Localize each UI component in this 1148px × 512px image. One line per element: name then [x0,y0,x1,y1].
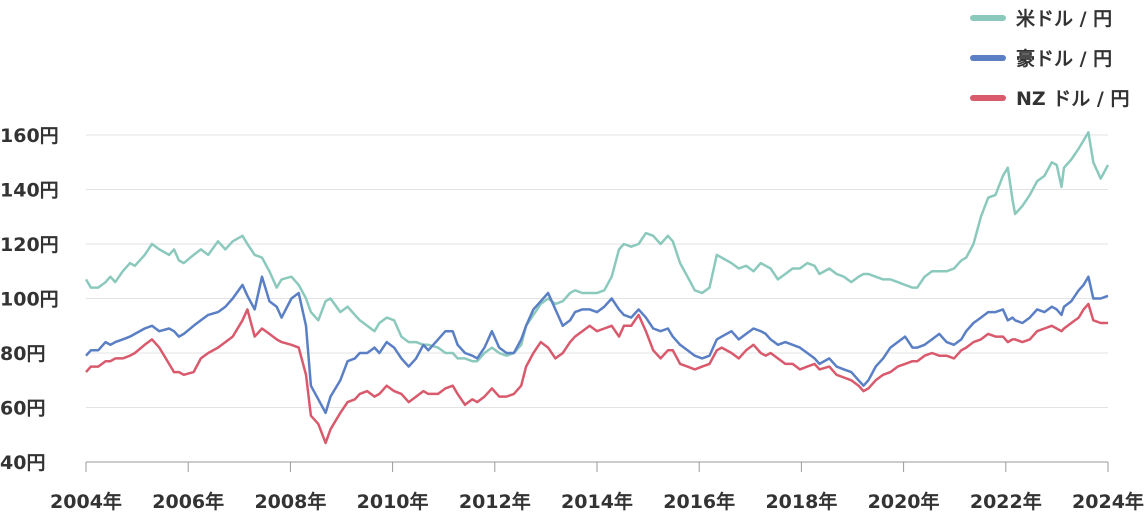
y-tick-label: 100円 [0,289,59,311]
legend-label: 豪ドル / 円 [1016,47,1112,70]
x-tick-label: 2014年 [561,490,633,512]
x-axis: 2004年 2006年 2008年 2010年 2012年 2014年 2016年 2018年… [50,461,1144,512]
y-axis: 160円 140円 120円 100円 80円 60円 40円 [0,125,59,474]
x-tick-label: 2022年 [970,490,1042,512]
x-tick-label: 2008年 [254,490,326,512]
y-tick-label: 60円 [0,398,45,420]
x-tick-label: 2020年 [868,490,940,512]
series-lines [84,131,1110,445]
series-line-0 [84,131,1110,363]
series-line-2 [85,302,1108,445]
y-tick-label: 80円 [0,343,45,365]
y-tick-label: 40円 [0,452,45,474]
grid-lines [86,134,1108,408]
x-tick-label: 2006年 [152,490,224,512]
x-tick-label: 2004年 [50,490,122,512]
y-tick-label: 120円 [0,234,59,256]
y-tick-label: 140円 [0,180,59,202]
legend-label: 米ドル / 円 [1016,7,1112,30]
legend-label: NZ ドル / 円 [1016,88,1129,110]
series-line-1 [85,275,1109,415]
x-tick-label: 2016年 [663,490,735,512]
x-tick-label: 2024年 [1072,490,1144,512]
x-tick-label: 2012年 [459,490,531,512]
x-tick-label: 2018年 [765,490,837,512]
x-tick-label: 2010年 [357,490,429,512]
y-tick-label: 160円 [0,125,59,147]
